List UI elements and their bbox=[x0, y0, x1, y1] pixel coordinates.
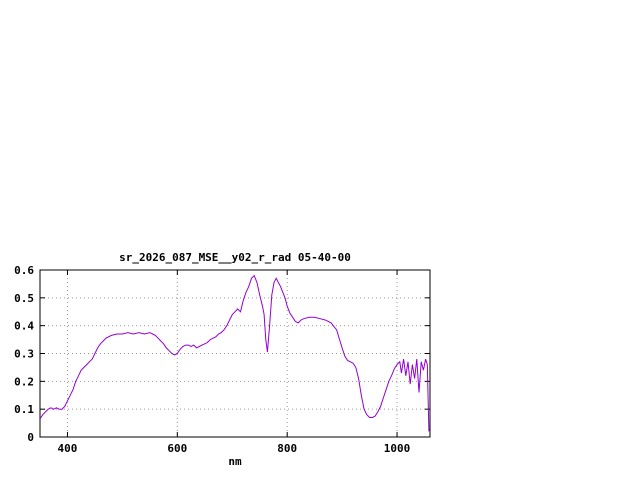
y-tick-label: 0 bbox=[27, 431, 34, 444]
x-tick-label: 800 bbox=[277, 442, 297, 455]
x-axis-label: nm bbox=[228, 455, 242, 468]
y-tick-label: 0.6 bbox=[14, 264, 34, 277]
spectral-chart: sr_2026_087_MSE__y02_r_rad 05-40-00 400 6… bbox=[0, 248, 640, 480]
x-tick-label: 1000 bbox=[384, 442, 411, 455]
grid-lines bbox=[40, 269, 430, 438]
series-line bbox=[39, 274, 430, 432]
data-curve bbox=[39, 274, 430, 432]
x-tick-label: 600 bbox=[167, 442, 187, 455]
plot-canvas: sr_2026_087_MSE__y02_r_rad 05-40-00 400 6… bbox=[14, 251, 431, 468]
plot-border bbox=[39, 269, 431, 438]
tick-labels: 400 600 800 1000 0 0.1 0.2 0.3 0.4 0.5 0.6 bbox=[14, 264, 410, 455]
y-tick-label: 0.1 bbox=[14, 403, 34, 416]
x-tick-label: 400 bbox=[58, 442, 78, 455]
chart-title: sr_2026_087_MSE__y02_r_rad 05-40-00 bbox=[119, 251, 351, 264]
y-tick-label: 0.4 bbox=[14, 320, 34, 333]
y-tick-label: 0.5 bbox=[14, 292, 34, 305]
y-tick-label: 0.2 bbox=[14, 375, 34, 388]
axes bbox=[39, 269, 431, 438]
y-tick-label: 0.3 bbox=[14, 348, 34, 361]
